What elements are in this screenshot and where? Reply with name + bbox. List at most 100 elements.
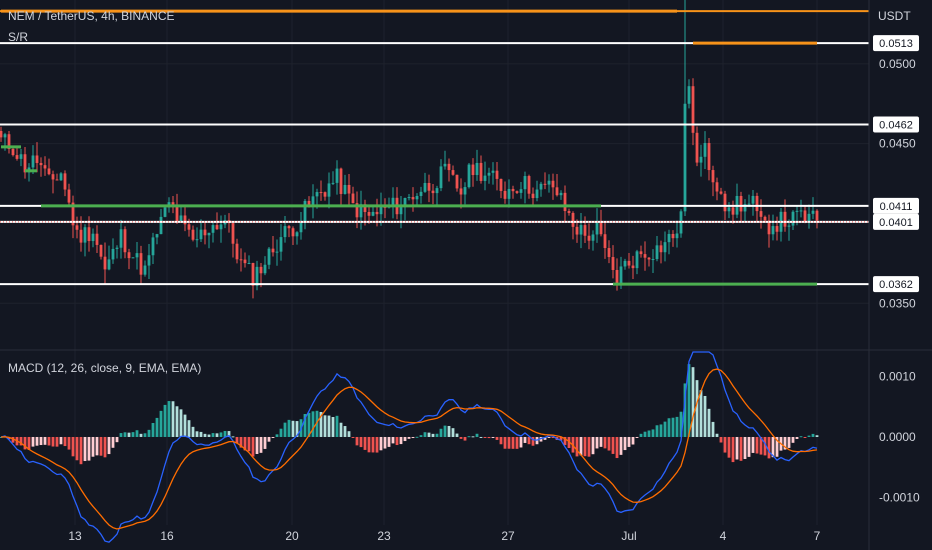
candle-body: [179, 215, 183, 222]
histogram-bar: [683, 383, 687, 437]
candle: [663, 231, 667, 262]
candle-body: [727, 207, 731, 212]
candle-body: [799, 210, 803, 212]
candle: [299, 211, 303, 240]
candle: [323, 191, 327, 201]
candle: [683, 0, 687, 216]
candle-body: [259, 266, 263, 274]
candle-body: [723, 193, 727, 212]
histogram-bar: [599, 436, 603, 447]
candle-body: [43, 165, 47, 169]
candle-body: [783, 211, 787, 227]
time-axis-tick: 13: [68, 529, 82, 543]
histogram-bar: [87, 436, 91, 461]
candle-body: [307, 200, 311, 205]
candle-body: [71, 202, 75, 226]
candle-body: [695, 132, 699, 163]
candle-body: [403, 197, 407, 208]
candle-body: [459, 188, 463, 195]
histogram-bar: [727, 436, 731, 458]
histogram-bar: [419, 435, 423, 437]
candle-body: [399, 207, 403, 215]
candle: [251, 262, 255, 299]
candle: [523, 171, 527, 204]
histogram-bar: [123, 432, 127, 437]
candle: [799, 199, 803, 218]
candle-body: [187, 224, 191, 230]
histogram-bar: [483, 436, 487, 438]
candle-body: [127, 252, 131, 259]
histogram-bar: [399, 436, 403, 445]
candle-body: [55, 179, 59, 181]
candle: [699, 144, 703, 177]
histogram-bar: [151, 422, 155, 437]
candle: [751, 189, 755, 216]
candle-body: [15, 155, 19, 159]
candle-body: [803, 210, 807, 222]
candle: [743, 199, 747, 223]
candle-body: [667, 233, 671, 243]
histogram-bar: [327, 415, 331, 437]
candle-body: [651, 259, 655, 261]
candle-body: [91, 233, 95, 242]
candle: [599, 209, 603, 237]
candle-body: [455, 174, 459, 189]
candle-body: [207, 232, 211, 236]
histogram-bar: [415, 436, 419, 438]
candle: [727, 202, 731, 219]
histogram-bar: [19, 436, 23, 446]
candle-body: [703, 143, 707, 157]
histogram-bar: [55, 436, 59, 447]
histogram-bar: [731, 436, 735, 463]
symbol-title[interactable]: NEM / TetherUS, 4h, BINANCE: [8, 9, 175, 23]
histogram-bar: [219, 432, 223, 437]
histogram-bar: [171, 401, 175, 437]
currency-label[interactable]: USDT: [878, 9, 911, 23]
histogram-bar: [467, 436, 471, 438]
histogram-bar: [579, 436, 583, 456]
price-tag-box: [873, 197, 919, 214]
candle: [179, 206, 183, 224]
sr-indicator-label[interactable]: S/R: [8, 30, 29, 44]
histogram-bar: [335, 415, 339, 437]
histogram-bar: [503, 436, 507, 449]
candle: [643, 241, 647, 271]
histogram-bar: [359, 436, 363, 448]
candle: [731, 200, 735, 224]
histogram-bar: [375, 436, 379, 453]
histogram-bar: [443, 425, 447, 437]
candle-body: [211, 225, 215, 233]
candle: [47, 158, 51, 176]
candle-body: [687, 86, 691, 104]
candle: [623, 258, 627, 270]
histogram-bar: [211, 433, 215, 437]
candle-body: [495, 170, 499, 179]
histogram-bar: [343, 426, 347, 437]
histogram-bar: [583, 436, 587, 457]
candle-body: [479, 162, 483, 181]
candle: [515, 190, 519, 194]
histogram-bar: [747, 436, 751, 457]
macd-indicator-label[interactable]: MACD (12, 26, close, 9, EMA, EMA): [8, 361, 202, 375]
candle-body: [475, 162, 479, 176]
candle-body: [215, 225, 219, 230]
candle: [427, 174, 431, 203]
candle-body: [647, 257, 651, 260]
histogram-bar: [67, 436, 71, 450]
histogram-bar: [311, 411, 315, 437]
candle-body: [595, 222, 599, 235]
candle: [175, 193, 179, 225]
candle: [775, 216, 779, 241]
candle-body: [467, 164, 471, 188]
candle: [635, 249, 639, 275]
candle-body: [339, 168, 343, 194]
candle-body: [699, 156, 703, 163]
histogram-bar: [591, 436, 595, 455]
candle-body: [255, 266, 259, 286]
candle-body: [683, 103, 687, 212]
candle-body: [603, 234, 607, 249]
candle: [651, 249, 655, 274]
candle: [23, 146, 27, 179]
price-tag-label: 0.0362: [879, 279, 913, 291]
